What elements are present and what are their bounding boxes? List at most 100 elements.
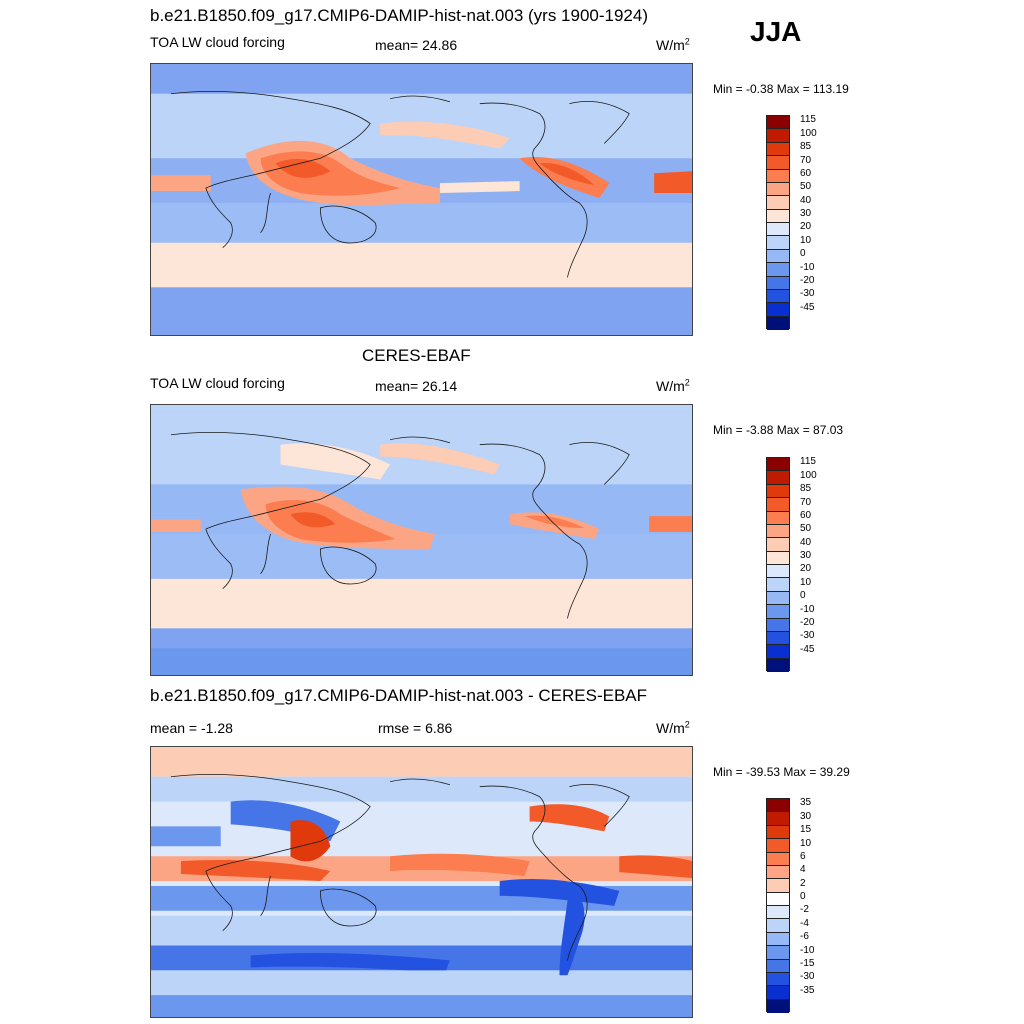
colorbar-swatch [767,484,789,499]
colorbar-swatch [767,812,789,826]
colorbar-swatch [767,142,789,157]
colorbar-tick-label: -30 [800,971,815,983]
colorbar-swatch [767,999,789,1013]
colorbar-tick-label: 40 [800,536,812,548]
colorbar-swatch [767,658,789,672]
panel1-minmax: Min = -0.38 Max = 113.19 [713,82,849,96]
colorbar-swatch [767,919,789,933]
panel2-mean-label: mean= 26.14 [375,378,458,394]
colorbar-tick-label: -20 [800,274,815,286]
colorbar-tick-label: 115 [800,114,816,126]
panel3-rmse-label: rmse = 6.86 [378,720,453,736]
colorbar-tick-label: 50 [800,523,812,535]
colorbar-tick-label: 50 [800,181,812,193]
colorbar-tick-label: 0 [800,590,806,602]
colorbar-swatch [767,799,789,813]
colorbar-swatch [767,892,789,906]
panel1-variable-label: TOA LW cloud forcing [150,34,285,50]
panel2-map [150,404,693,676]
panel1-units: W/m2 [656,36,690,53]
colorbar-swatch [767,303,789,317]
colorbar-tick-label: -10 [800,603,815,615]
colorbar-tick-label: 40 [800,194,812,206]
panel1-colorbar [766,115,790,330]
colorbar-swatch [767,209,789,223]
colorbar-swatch [767,906,789,920]
colorbar-swatch [767,565,789,579]
panel2-units: W/m2 [656,377,690,394]
colorbar-swatch [767,524,789,539]
colorbar-swatch [767,946,789,960]
colorbar-tick-label: 0 [800,891,806,902]
colorbar-tick-label: -6 [800,931,809,943]
colorbar-swatch [767,458,789,472]
colorbar-swatch [767,972,789,987]
panel3-mean-label: mean = -1.28 [150,720,233,736]
colorbar-swatch [767,249,789,264]
panel3-title: b.e21.B1850.f09_g17.CMIP6-DAMIP-hist-nat… [150,686,648,705]
colorbar-tick-label: 20 [800,221,812,233]
panel2-colorbar [766,457,790,672]
colorbar-tick-label: 30 [800,550,812,561]
colorbar-swatch [767,182,789,197]
colorbar-swatch [767,276,789,290]
colorbar-swatch [767,289,789,304]
colorbar-tick-label: 70 [800,496,812,508]
colorbar-tick-label: 15 [800,824,812,836]
colorbar-swatch [767,865,789,880]
colorbar-tick-label: 115 [800,456,816,468]
season-label: JJA [750,16,802,47]
panel2-variable-label: TOA LW cloud forcing [150,375,285,391]
colorbar-tick-label: 100 [800,127,817,139]
panel2-minmax: Min = -3.88 Max = 87.03 [713,423,844,437]
colorbar-swatch [767,591,789,606]
colorbar-tick-label: -35 [800,984,815,996]
colorbar-tick-label: 10 [800,837,812,849]
colorbar-swatch [767,236,789,250]
colorbar-swatch [767,129,789,143]
colorbar-swatch [767,511,789,525]
colorbar-swatch [767,578,789,592]
colorbar-tick-label: 10 [800,576,812,588]
colorbar-tick-label: 85 [800,141,812,153]
colorbar-tick-label: 85 [800,483,812,495]
colorbar-tick-label: -45 [800,301,815,313]
colorbar-tick-label: -30 [800,630,815,642]
panel3-colorbar [766,798,790,1013]
colorbar-swatch [767,631,789,646]
colorbar-tick-label: 70 [800,154,812,166]
colorbar-tick-label: 60 [800,167,812,179]
colorbar-tick-label: -15 [800,957,815,969]
colorbar-tick-label: -10 [800,944,815,956]
colorbar-tick-label: 4 [800,864,806,876]
colorbar-swatch [767,551,789,565]
colorbar-swatch [767,116,789,130]
colorbar-swatch [767,839,789,853]
colorbar-tick-label: -10 [800,261,815,273]
colorbar-tick-label: 30 [800,810,812,822]
colorbar-swatch [767,852,789,866]
colorbar-tick-label: -2 [800,904,809,916]
colorbar-swatch [767,825,789,840]
colorbar-swatch [767,263,789,277]
panel3-minmax: Min = -39.53 Max = 39.29 [713,765,850,779]
colorbar-swatch [767,223,789,237]
colorbar-swatch [767,986,789,1000]
colorbar-tick-label: 60 [800,509,812,521]
panel1-mean-label: mean= 24.86 [375,37,458,53]
panel2-title: CERES-EBAF [362,346,471,365]
panel1-title: b.e21.B1850.f09_g17.CMIP6-DAMIP-hist-nat… [150,6,648,25]
colorbar-swatch [767,498,789,512]
colorbar-tick-label: 2 [800,877,806,889]
colorbar-tick-label: 30 [800,208,812,219]
colorbar-tick-label: 100 [800,469,817,481]
colorbar-swatch [767,196,789,210]
colorbar-tick-label: 10 [800,234,812,246]
colorbar-swatch [767,471,789,485]
colorbar-tick-label: 35 [800,797,812,809]
colorbar-swatch [767,959,789,973]
colorbar-tick-label: -20 [800,616,815,628]
colorbar-swatch [767,316,789,330]
colorbar-swatch [767,645,789,659]
panel3-map [150,746,693,1018]
